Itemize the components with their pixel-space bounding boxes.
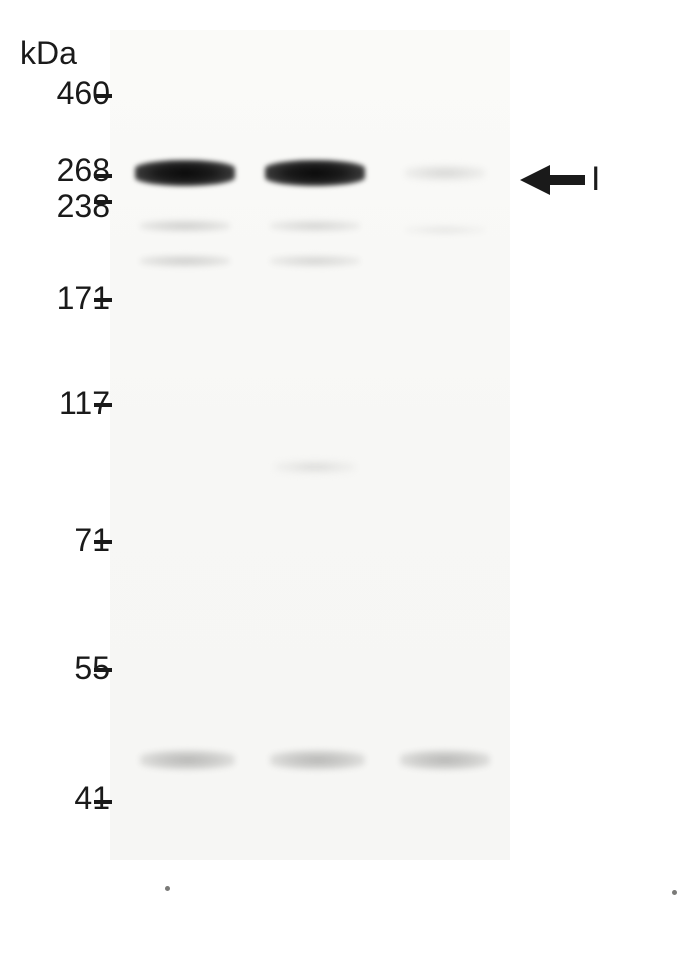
marker-tick-238: [94, 200, 112, 204]
band-lane3-bottom: [400, 750, 490, 770]
band-lane2-main: [265, 160, 365, 186]
arrow-line: [550, 175, 585, 185]
marker-tick-171: [94, 298, 112, 302]
blot-membrane-area: [110, 30, 510, 860]
marker-tick-268: [94, 174, 112, 178]
band-lane2-faint-b: [270, 255, 360, 267]
marker-tick-460: [94, 94, 112, 98]
marker-tick-41: [94, 800, 112, 804]
band-lane1-faint-a: [140, 220, 230, 232]
band-lane1-main: [135, 160, 235, 186]
arrow-label: I: [591, 160, 600, 199]
western-blot-figure: kDa 460 268 238 171 117 71 55 41 I: [0, 0, 698, 968]
molecular-weight-markers: kDa 460 268 238 171 117 71 55 41: [0, 0, 110, 900]
arrow-head-icon: [520, 165, 550, 195]
band-lane2-faint-a: [270, 220, 360, 232]
band-lane3-faint-a: [405, 225, 485, 235]
target-band-arrow: I: [520, 160, 600, 199]
lane-2: [260, 30, 370, 860]
band-lane1-bottom: [140, 750, 235, 770]
band-lane3-main: [405, 165, 485, 181]
marker-tick-117: [94, 403, 112, 407]
marker-238: 238: [20, 188, 110, 225]
marker-unit-label: kDa: [20, 35, 77, 72]
band-lane1-faint-b: [140, 255, 230, 267]
marker-tick-55: [94, 668, 112, 672]
marker-tick-71: [94, 540, 112, 544]
band-lane2-bottom: [270, 750, 365, 770]
marker-268: 268: [20, 152, 110, 189]
lane-1: [130, 30, 240, 860]
marker-41: 41: [20, 780, 110, 817]
bottom-dot-1: [165, 886, 170, 891]
bottom-dot-2: [672, 890, 677, 895]
band-lane2-faint-c: [275, 460, 355, 474]
lane-3: [390, 30, 500, 860]
